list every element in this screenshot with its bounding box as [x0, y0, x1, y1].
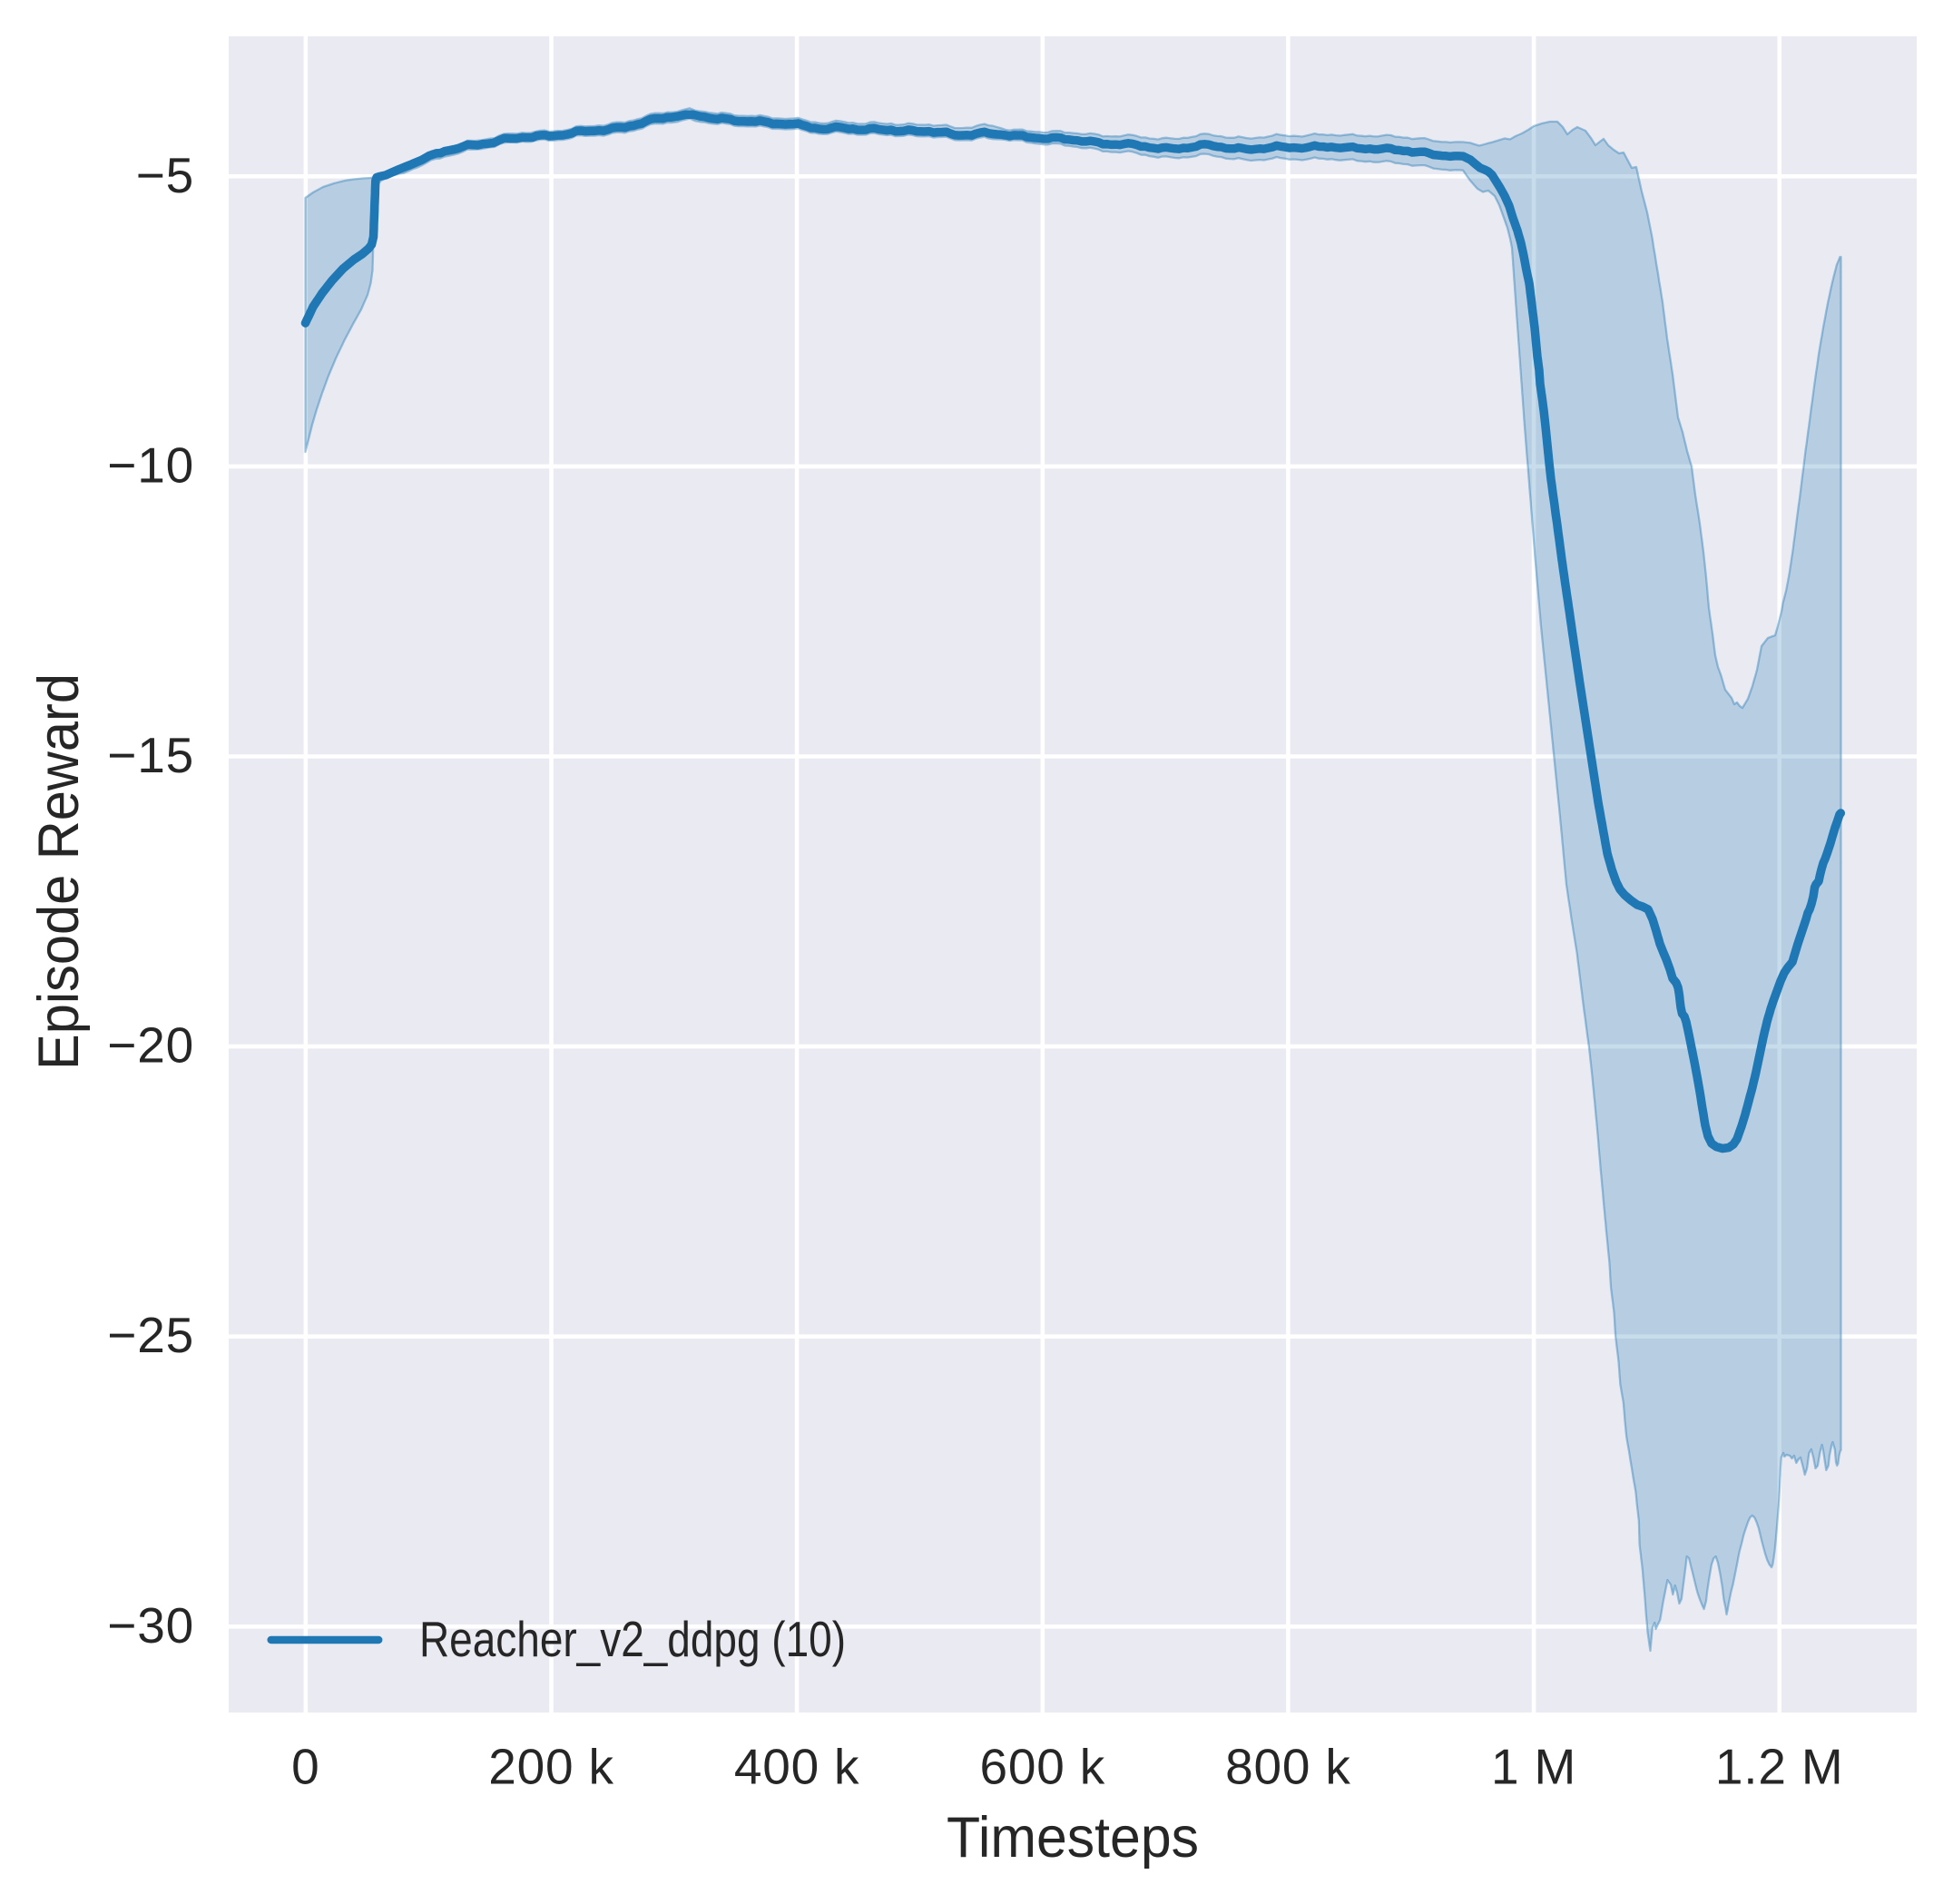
svg-text:1.2 M: 1.2 M: [1715, 1739, 1844, 1795]
svg-text:−15: −15: [107, 727, 194, 783]
svg-text:Timesteps: Timesteps: [947, 1806, 1199, 1870]
svg-text:−20: −20: [107, 1017, 194, 1074]
svg-text:1 M: 1 M: [1491, 1739, 1576, 1795]
svg-text:−30: −30: [107, 1597, 194, 1654]
svg-text:Episode Reward: Episode Reward: [27, 673, 91, 1070]
svg-text:200 k: 200 k: [488, 1739, 614, 1795]
svg-text:−10: −10: [107, 437, 194, 493]
svg-text:−5: −5: [136, 147, 194, 203]
svg-text:600 k: 600 k: [980, 1739, 1106, 1795]
svg-text:0: 0: [291, 1739, 319, 1795]
svg-text:−25: −25: [107, 1307, 194, 1363]
svg-text:800 k: 800 k: [1225, 1739, 1351, 1795]
svg-text:Reacher_v2_ddpg (10): Reacher_v2_ddpg (10): [419, 1611, 846, 1667]
svg-text:400 k: 400 k: [734, 1739, 860, 1795]
